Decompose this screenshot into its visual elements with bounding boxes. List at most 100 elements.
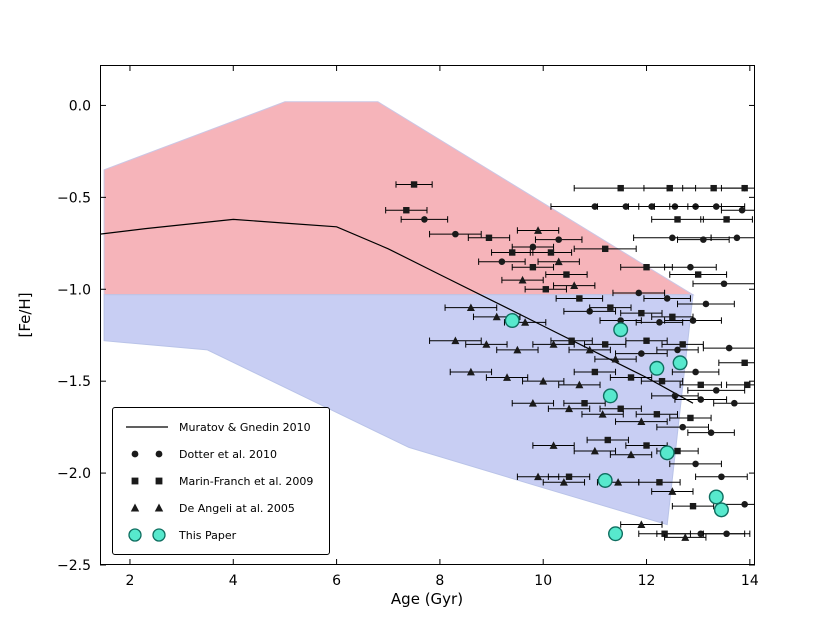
triangle-marker <box>598 410 607 418</box>
legend-label: Dotter et al. 2010 <box>179 447 277 461</box>
circle-marker <box>697 396 705 403</box>
circle-marker <box>622 203 630 210</box>
circle-marker <box>731 399 738 407</box>
legend-entry-this-paper: This Paper <box>123 526 319 544</box>
circle-marker <box>648 203 655 210</box>
circle-marker <box>692 368 699 376</box>
model-line <box>100 218 694 404</box>
triangle-marker <box>559 478 568 486</box>
square-marker <box>643 264 650 271</box>
triangle-marker-icon <box>130 503 164 512</box>
large-circle-marker <box>708 489 724 505</box>
circle-marker <box>669 234 676 242</box>
triangle-marker <box>668 487 677 495</box>
triangle-marker <box>565 404 574 413</box>
circle-marker <box>718 473 725 481</box>
triangle-marker <box>570 281 579 289</box>
large-circle-marker <box>602 388 618 404</box>
triangle-marker <box>534 472 543 481</box>
x-tick-label: 2 <box>125 573 134 589</box>
plot-content <box>100 101 755 542</box>
circle-marker <box>555 236 563 243</box>
large-circle-marker <box>504 313 520 329</box>
triangle-marker <box>549 340 558 348</box>
y-tick-label: −2.5 <box>57 558 91 574</box>
square-marker <box>638 309 645 317</box>
circle-marker <box>692 460 699 468</box>
circle-marker <box>421 216 428 223</box>
circle-marker <box>617 317 624 324</box>
circle-marker <box>723 530 730 538</box>
circle-marker <box>702 300 710 308</box>
region-red-band <box>103 101 695 296</box>
x-tick-label: 4 <box>229 573 238 589</box>
large-circle-marker <box>649 360 665 376</box>
circle-marker <box>725 344 733 352</box>
square-marker <box>591 368 599 376</box>
legend-entry-dotter: Dotter et al. 2010 <box>123 445 319 463</box>
square-marker <box>679 341 686 348</box>
square-marker <box>741 184 748 192</box>
square-marker <box>666 184 673 192</box>
triangle-marker <box>482 340 491 348</box>
square-marker <box>410 181 418 188</box>
large-circle-marker <box>713 502 729 518</box>
circle-marker <box>663 295 671 302</box>
triangle-marker <box>534 226 543 234</box>
triangle-marker <box>518 275 527 284</box>
x-tick-label: 12 <box>638 573 656 589</box>
series-1 <box>385 181 755 537</box>
y-tick-label: −2.0 <box>57 466 91 482</box>
line-symbol-icon <box>126 426 168 428</box>
circle-marker-icon <box>131 450 163 458</box>
circle-marker <box>674 346 681 354</box>
circle-marker <box>712 203 720 210</box>
triangle-marker <box>466 367 475 376</box>
square-marker <box>403 207 410 214</box>
x-tick-label: 6 <box>332 573 341 589</box>
triangle-marker <box>539 376 548 385</box>
triangle-marker <box>549 441 558 449</box>
triangle-marker <box>554 257 563 266</box>
triangle-marker <box>503 373 512 381</box>
y-tick-label: 0.0 <box>69 98 91 114</box>
square-marker <box>674 447 681 455</box>
circle-marker <box>697 530 705 538</box>
circle-marker <box>741 501 748 508</box>
square-marker <box>617 405 624 412</box>
square-marker <box>547 249 555 256</box>
legend-entry-muratov-gnedin: Muratov & Gnedin 2010 <box>123 418 319 436</box>
circle-marker <box>733 234 741 242</box>
square-marker <box>529 264 537 271</box>
triangle-marker <box>590 446 599 455</box>
square-marker <box>741 359 748 366</box>
circle-marker <box>591 203 599 210</box>
axes-frame <box>100 65 755 565</box>
large-circle-marker <box>659 445 675 461</box>
y-tick-label: −1.0 <box>57 282 91 298</box>
square-marker <box>658 377 666 385</box>
circle-marker <box>700 236 707 243</box>
square-marker <box>694 271 702 278</box>
legend-entry-de-angeli: De Angeli at al. 2005 <box>123 499 319 517</box>
square-marker <box>669 313 676 321</box>
circle-marker <box>656 319 663 326</box>
series-2 <box>429 226 707 541</box>
legend: Muratov & Gnedin 2010 Dotter et al. 2010… <box>112 407 330 555</box>
square-marker <box>723 216 730 223</box>
square-marker <box>565 473 573 480</box>
x-tick-label: 8 <box>435 573 444 589</box>
circle-marker <box>638 350 645 357</box>
square-marker <box>643 337 650 344</box>
region-blue-band <box>103 294 694 526</box>
triangle-marker <box>492 312 501 321</box>
large-circle-marker-icon <box>128 528 166 542</box>
legend-label: This Paper <box>179 528 237 542</box>
square-marker <box>568 337 575 344</box>
square-marker <box>563 271 570 278</box>
triangle-marker <box>611 354 620 363</box>
triangle-marker <box>614 478 623 486</box>
y-tick-label: −1.5 <box>57 374 91 390</box>
large-circle-marker <box>613 322 629 338</box>
square-marker <box>542 286 549 293</box>
